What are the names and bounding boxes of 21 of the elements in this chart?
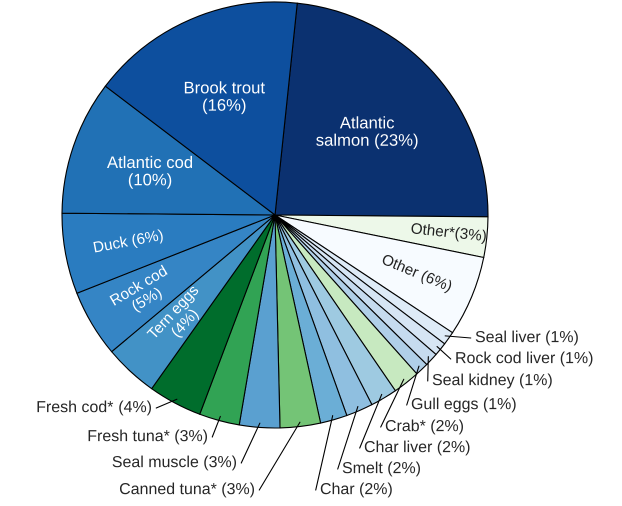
slice-label: Seal kidney (1%) (432, 374, 552, 388)
slice-label: Duck (6%) (93, 228, 164, 256)
slice-label: Seal muscle (3%) (112, 456, 236, 470)
slice-label: Fresh tuna* (3%) (88, 430, 208, 444)
slice-label: Char (2%) (320, 482, 392, 498)
slice-label: Fresh cod* (38, 400, 114, 412)
slice-label: Other (6%) (380, 253, 454, 294)
slice-label: Smelt (2%) (342, 462, 420, 476)
slice-label: Rock cod liver (1%) (456, 352, 592, 366)
slice-label: Atlantic salmon (23%) (316, 116, 418, 150)
slice-label: Brook trout (184, 81, 265, 94)
slice-label: Other*(3%) (410, 222, 486, 244)
slice-label: Canned tuna* (3%) (120, 482, 254, 498)
slice-label: Gull eggs (1%) (412, 398, 516, 412)
data-label: (10%) (128, 173, 172, 189)
slice-label: Crab* (2%) (386, 420, 464, 434)
data-label: (16%) (203, 98, 246, 114)
data-label: (4%) (119, 400, 152, 416)
slice-label: Char liver (2%) (364, 440, 470, 456)
slice-label: Atlantic cod (106, 156, 192, 168)
slice-label: Seal liver (1%) (476, 330, 578, 346)
